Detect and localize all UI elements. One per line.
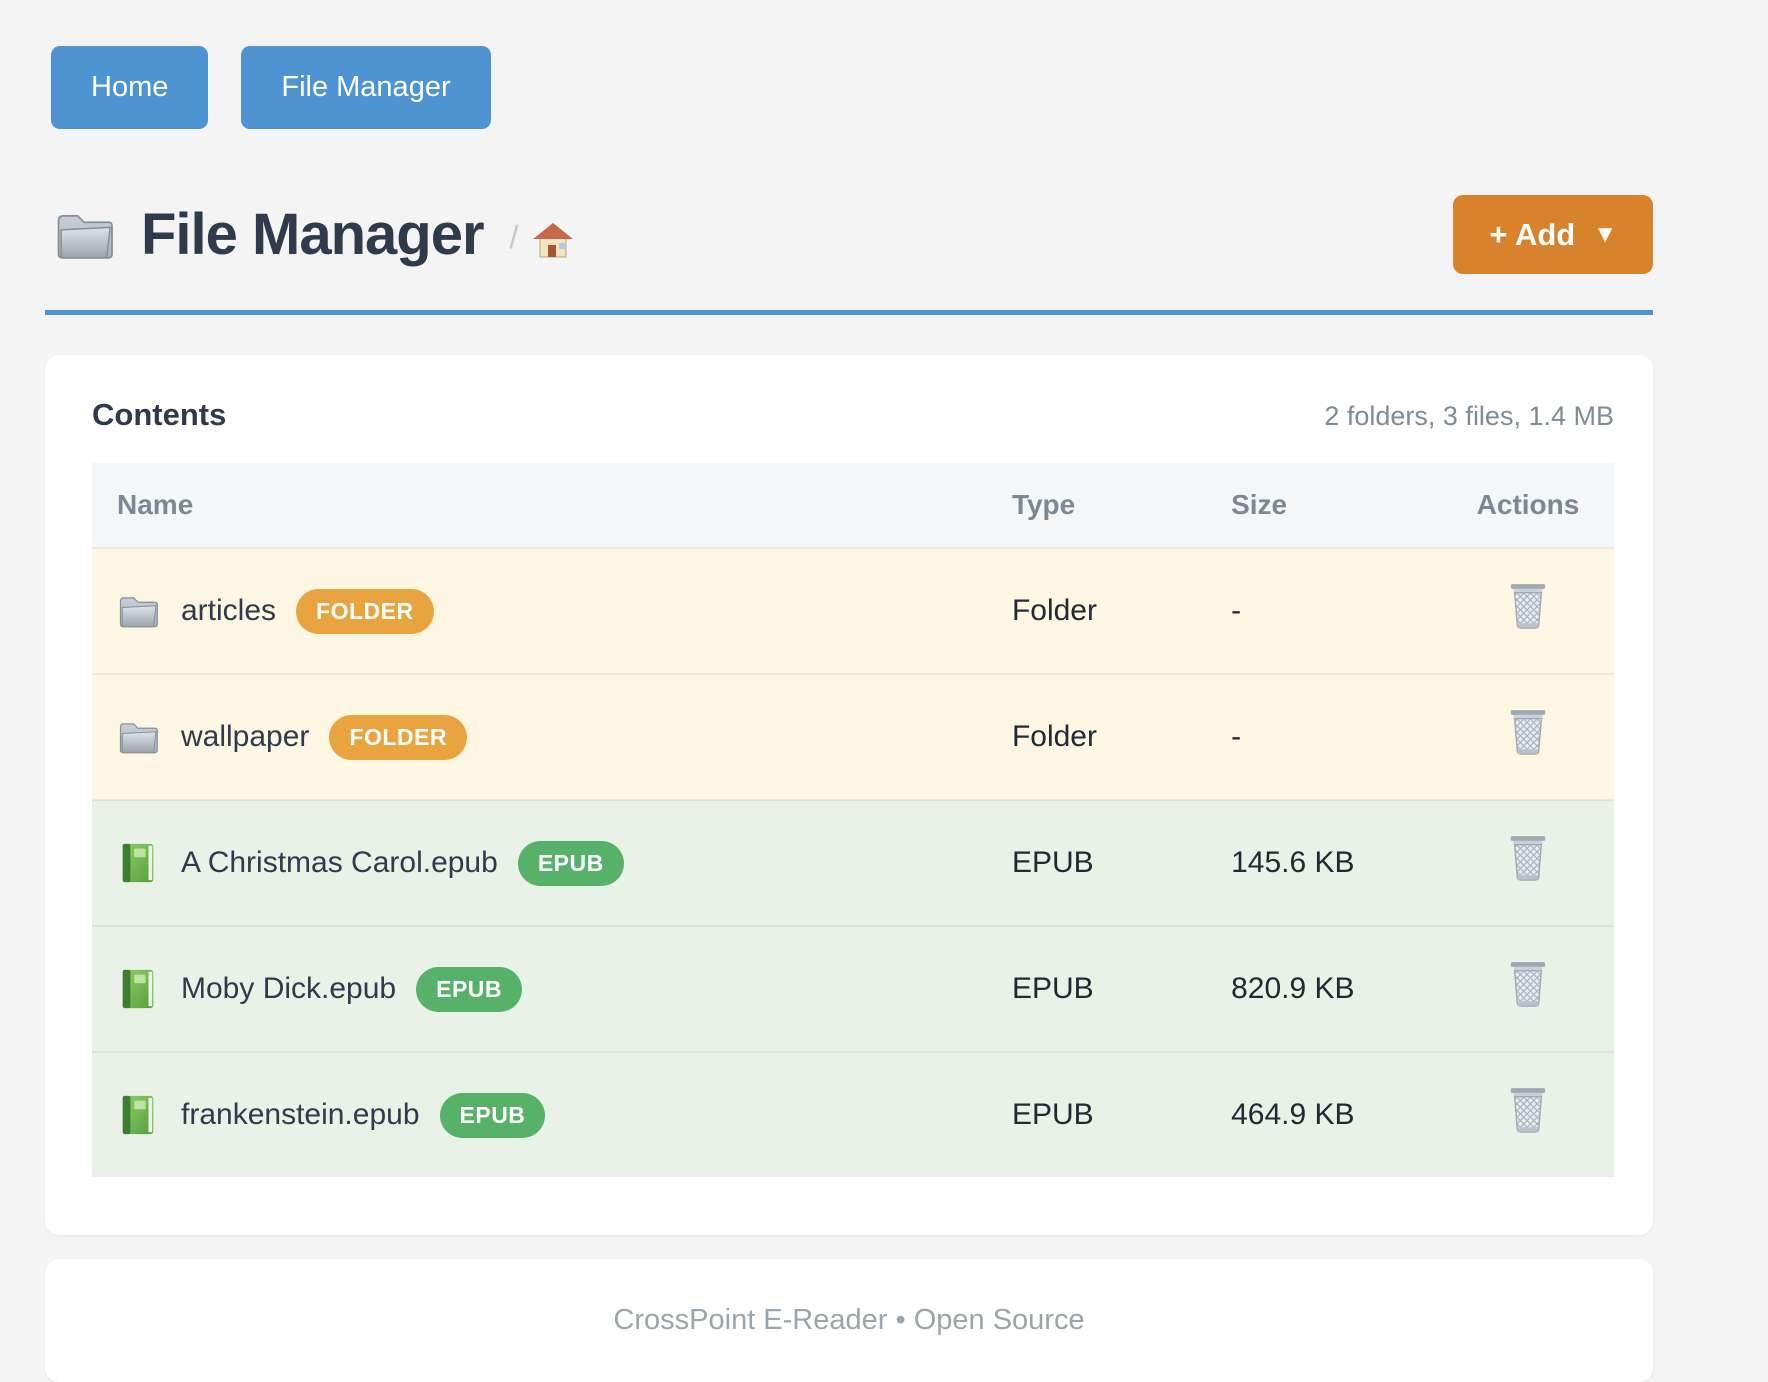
type-badge: EPUB	[439, 1092, 546, 1138]
table-row: frankenstein.epub EPUB EPUB 464.9 KB	[92, 1052, 1614, 1177]
column-header-type: Type	[986, 463, 1207, 548]
delete-button[interactable]	[1507, 709, 1549, 757]
file-type: EPUB	[1011, 972, 1094, 1005]
trash-icon	[1510, 583, 1546, 629]
file-name[interactable]: wallpaper	[181, 720, 310, 753]
folder-icon	[119, 723, 158, 754]
chevron-down-icon: ▼	[1593, 220, 1617, 248]
page-header: File Manager / + Add ▼	[45, 195, 1653, 274]
trash-icon	[1510, 1087, 1546, 1133]
file-table-header: Name Type Size Actions	[92, 463, 1614, 548]
add-button[interactable]: + Add ▼	[1453, 195, 1653, 274]
contents-card: Contents 2 folders, 3 files, 1.4 MB Name…	[45, 355, 1653, 1235]
file-name-cell[interactable]: frankenstein.epub EPUB	[117, 1092, 987, 1138]
type-badge: EPUB	[416, 966, 523, 1012]
book-icon	[122, 969, 154, 1009]
trash-icon	[1510, 961, 1546, 1007]
type-badge: FOLDER	[329, 714, 467, 760]
file-name-cell[interactable]: Moby Dick.epub EPUB	[117, 966, 987, 1012]
file-name-cell[interactable]: wallpaper FOLDER	[117, 714, 987, 760]
folder-icon	[119, 597, 158, 628]
file-size: 820.9 KB	[1231, 972, 1355, 1005]
file-name[interactable]: articles	[181, 594, 277, 627]
file-name[interactable]: frankenstein.epub	[181, 1098, 420, 1131]
page: Home File Manager File Manager / + Add ▼…	[45, 0, 1653, 1382]
delete-button[interactable]	[1507, 583, 1549, 631]
column-header-actions: Actions	[1442, 463, 1614, 548]
file-type: Folder	[1011, 594, 1097, 627]
table-row: A Christmas Carol.epub EPUB EPUB 145.6 K…	[92, 800, 1614, 926]
footer: CrossPoint E-Reader • Open Source	[45, 1259, 1653, 1382]
home-nav-button[interactable]: Home	[51, 46, 209, 129]
file-size: -	[1231, 594, 1242, 627]
delete-button[interactable]	[1507, 835, 1549, 883]
file-type: Folder	[1011, 720, 1097, 753]
add-button-label: + Add	[1489, 216, 1576, 252]
title-divider	[45, 310, 1653, 315]
file-name[interactable]: A Christmas Carol.epub	[181, 846, 498, 879]
top-nav: Home File Manager	[45, 46, 1653, 129]
page-title: File Manager	[141, 202, 485, 267]
table-row: articles FOLDER Folder -	[92, 548, 1614, 674]
contents-card-header: Contents 2 folders, 3 files, 1.4 MB	[92, 397, 1614, 433]
delete-button[interactable]	[1507, 1087, 1549, 1135]
table-row: Moby Dick.epub EPUB EPUB 820.9 KB	[92, 926, 1614, 1052]
file-size: -	[1231, 720, 1242, 753]
contents-title: Contents	[92, 397, 227, 432]
breadcrumb-separator: /	[509, 219, 519, 255]
column-header-name: Name	[92, 463, 987, 548]
column-header-size: Size	[1206, 463, 1442, 548]
file-table: Name Type Size Actions articles FOLDER	[92, 463, 1614, 1177]
contents-summary: 2 folders, 3 files, 1.4 MB	[1324, 401, 1614, 431]
home-icon[interactable]	[532, 221, 574, 259]
book-icon	[122, 1095, 154, 1135]
file-size: 464.9 KB	[1231, 1098, 1355, 1131]
file-type: EPUB	[1011, 846, 1094, 879]
type-badge: EPUB	[517, 840, 624, 886]
book-icon	[122, 843, 154, 883]
file-name-cell[interactable]: A Christmas Carol.epub EPUB	[117, 840, 987, 886]
file-type: EPUB	[1011, 1098, 1094, 1131]
table-row: wallpaper FOLDER Folder -	[92, 674, 1614, 800]
footer-text: CrossPoint E-Reader • Open Source	[613, 1304, 1085, 1336]
file-size: 145.6 KB	[1231, 846, 1355, 879]
file-name-cell[interactable]: articles FOLDER	[117, 588, 987, 634]
trash-icon	[1510, 835, 1546, 881]
title-wrap: File Manager /	[51, 201, 574, 268]
trash-icon	[1510, 709, 1546, 755]
file-name[interactable]: Moby Dick.epub	[181, 972, 397, 1005]
delete-button[interactable]	[1507, 961, 1549, 1009]
type-badge: FOLDER	[296, 588, 434, 634]
file-manager-nav-button[interactable]: File Manager	[241, 46, 491, 129]
folder-icon	[57, 214, 113, 259]
